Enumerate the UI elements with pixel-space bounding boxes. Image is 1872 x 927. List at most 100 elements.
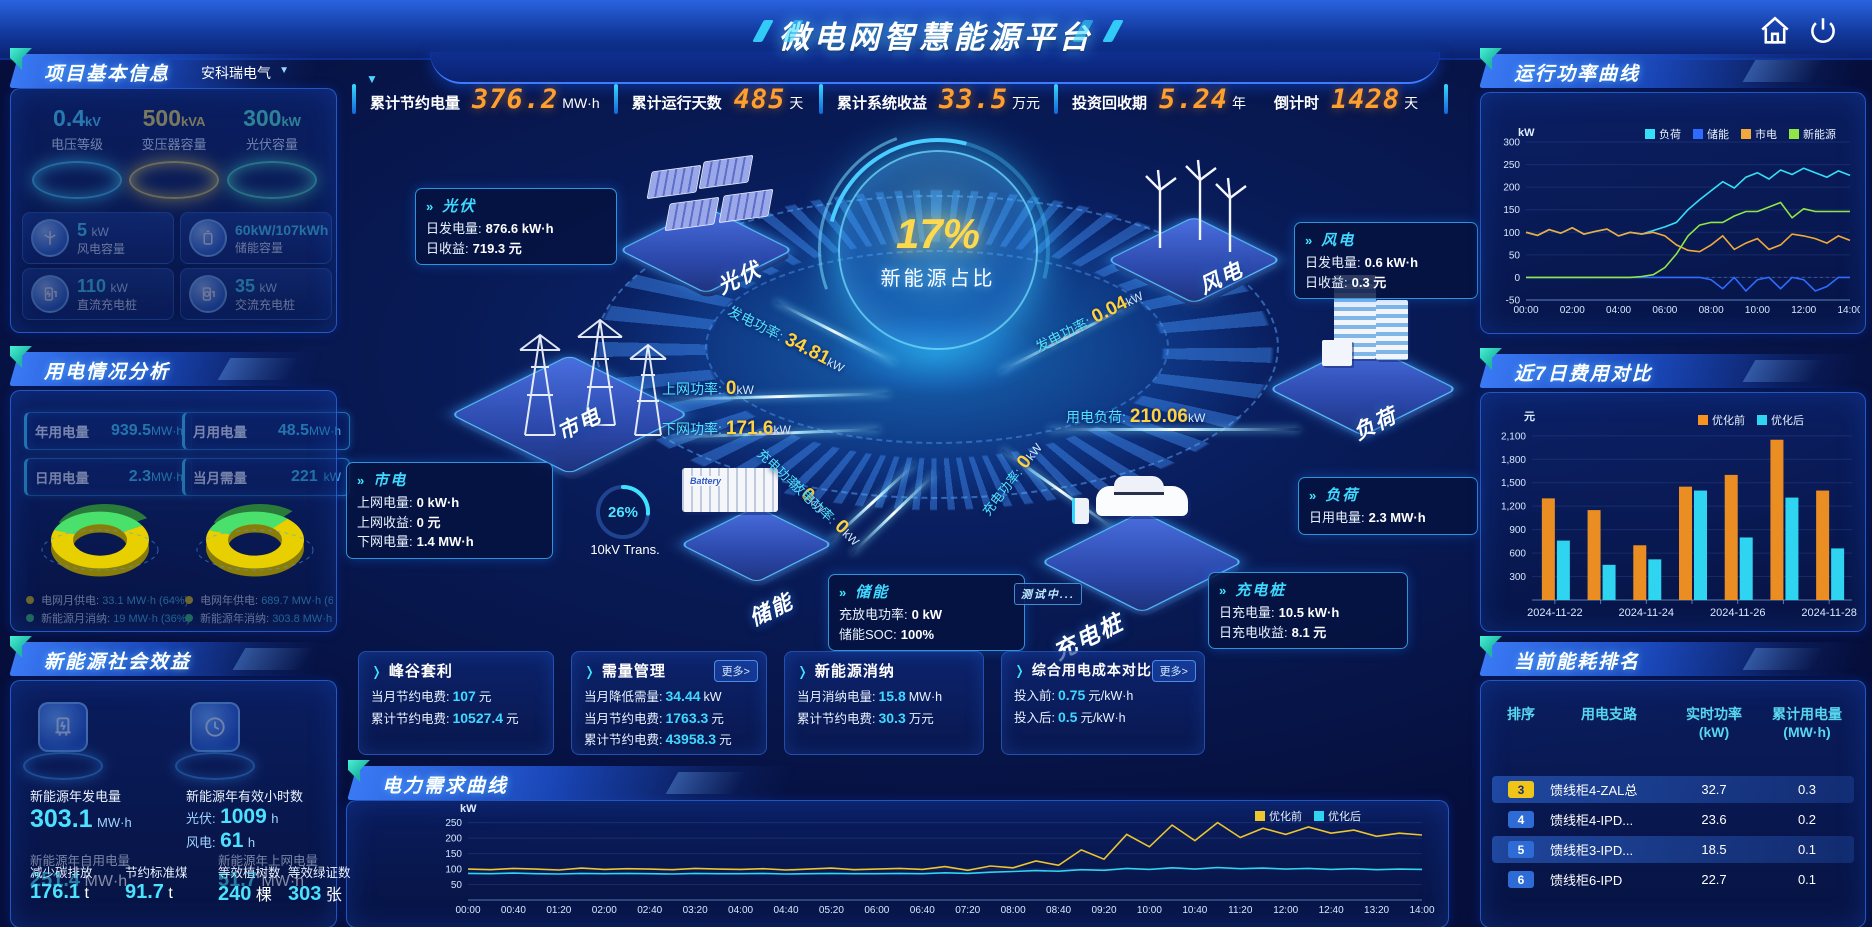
svg-text:10:40: 10:40 — [1182, 905, 1207, 916]
ranking-row[interactable]: 5 馈线柜3-IPD... 18.5 0.1 — [1492, 836, 1854, 863]
mini-value: 176.1 — [30, 881, 81, 903]
card-row-label: 储能SOC: — [839, 626, 897, 642]
kpi-title: 需量管理 — [601, 663, 666, 680]
col-header-energy: 累计用电量 (MW·h) — [1772, 706, 1842, 740]
svg-text:12:00: 12:00 — [1791, 305, 1816, 316]
stat-payback-period: 投资回收期 5.24 年 — [1058, 84, 1260, 115]
header-curve — [430, 52, 1440, 84]
kpi-row-label: 累计节约电费: — [371, 711, 450, 726]
svg-text:100: 100 — [445, 865, 462, 876]
svg-text:04:40: 04:40 — [773, 905, 798, 916]
cost-compare-chart: 元 2,100 1,800 1,500 1,200 900 600 300 2024-11-22… — [1501, 410, 1857, 619]
card-arrow-icon: ❭ — [371, 664, 383, 679]
ranking-panel — [1480, 680, 1866, 927]
chevron-down-icon[interactable]: ▼ — [279, 65, 289, 76]
svg-text:06:00: 06:00 — [864, 905, 889, 916]
svg-text:2024-11-22: 2024-11-22 — [1527, 607, 1582, 619]
mini-unit: 张 — [325, 887, 342, 904]
flow-unit: kW — [773, 423, 791, 437]
benefit-label: 新能源年发电量 — [30, 789, 122, 804]
mini-overlay-selfuse: 新能源年自用电量 251.4 MW·h — [30, 850, 130, 892]
panel-header-streak — [665, 772, 749, 794]
rank-badge: 6 — [1508, 871, 1534, 888]
legend-item: 优化后 — [1314, 808, 1361, 824]
benefit-label: 新能源年有效小时数 — [186, 789, 304, 804]
legend-item: 优化前 — [1255, 808, 1302, 824]
stat-unit: 年 — [1232, 94, 1247, 111]
panel-title: 当前能耗排名 — [1514, 652, 1641, 673]
panel-title: 用电情况分析 — [44, 362, 171, 383]
svg-text:100: 100 — [1503, 228, 1520, 239]
charger-info-card: » 充电桩 日充电量: 10.5 kW·h 日充电收益: 8.1 元 — [1208, 572, 1408, 649]
stat-total-income: 累计系统收益 33.5 万元 — [823, 84, 1054, 115]
svg-text:50: 50 — [451, 880, 463, 891]
power-curve-header: 运行功率曲线 — [1479, 48, 1865, 88]
ranking-row[interactable]: 6 馈线柜6-IPD 22.7 0.1 — [1492, 866, 1854, 893]
card-row-value: 10.5 kW·h — [1278, 605, 1340, 620]
wind-hours-label: 风电: — [186, 835, 216, 850]
svg-text:04:00: 04:00 — [1606, 305, 1631, 316]
legend-item: 储能 — [1693, 126, 1729, 142]
home-icon[interactable] — [1758, 14, 1792, 48]
month-consumption-donut — [41, 503, 159, 577]
flow-label: 用电负荷: — [1066, 409, 1126, 425]
mini-overlay-feedin: 新能源年上网电量 51.7 MW·h — [218, 850, 318, 892]
panel-title: 近7日费用对比 — [1514, 364, 1653, 385]
card-arrow-icon: ❭ — [584, 664, 596, 679]
svg-text:08:40: 08:40 — [1046, 905, 1071, 916]
svg-text:02:40: 02:40 — [637, 905, 662, 916]
pv-info-card: » 光伏 日发电量: 876.6 kW·h 日收益: 719.3 元 — [415, 188, 617, 265]
svg-text:200: 200 — [1503, 183, 1520, 194]
kpi-row-label: 当月节约电费: — [584, 711, 663, 726]
kpi-card-renewable: ❭ 新能源消纳 当月消纳电量: 15.8 MW·h 累计节约电费: 30.3 万元 — [784, 651, 984, 755]
mini-label: 节约标准煤 — [125, 866, 188, 880]
kpi-row-label: 累计节约电费: — [797, 711, 876, 726]
more-button[interactable]: 更多> — [1151, 660, 1196, 682]
pv-hours-unit: h — [271, 811, 279, 826]
ev-car-icon — [1096, 476, 1188, 516]
kpi-row-unit: 元/kW·h — [1080, 710, 1126, 725]
kpi-row-label: 投入后: — [1014, 710, 1055, 725]
mini-label: 新能源年上网电量 — [218, 854, 319, 868]
power-icon[interactable] — [1806, 14, 1840, 48]
benefit-header: 新能源社会效益 — [9, 636, 324, 676]
ranking-row[interactable]: 4 馈线柜4-IPD... 23.6 0.2 — [1492, 806, 1854, 833]
card-row-label: 日用电量: — [1309, 510, 1365, 525]
kpi-row-unit: 元 — [506, 711, 519, 726]
transformer-load-gauge: 26% — [596, 485, 650, 539]
svg-text:2,100: 2,100 — [1501, 431, 1526, 442]
company-select[interactable]: 安科瑞电气 — [201, 65, 271, 81]
kpi-row-unit: 元 — [478, 690, 492, 704]
kpi-row-label: 当月降低需量: — [584, 690, 663, 704]
flow-load-power: 用电负荷: 210.06kW — [1066, 406, 1205, 428]
kpi-row-label: 投入前: — [1014, 689, 1055, 703]
svg-text:02:00: 02:00 — [592, 905, 617, 916]
benefit-unit: MW·h — [97, 815, 132, 830]
rank-badge: 3 — [1508, 781, 1534, 798]
collapse-arrow-icon[interactable]: ▼ — [366, 72, 378, 86]
summary-stats-bar: 累计节约电量 376.2 MW·h 累计运行天数 485 天 累计系统收益 33… — [352, 78, 1448, 120]
card-arrow-icon: ❭ — [797, 664, 809, 679]
testing-badge: 测试中... — [1013, 583, 1082, 605]
ranking-row[interactable]: 3 馈线柜4-ZAL总 32.7 0.3 — [1492, 776, 1854, 803]
mini-value: 251.4 — [30, 869, 81, 891]
svg-text:14:00: 14:00 — [1837, 305, 1860, 316]
storage-info-card: » 储能 测试中... 充放电功率: 0 kW 储能SOC: 100% — [828, 574, 1082, 651]
card-row-value: 100% — [900, 626, 935, 642]
cost-compare-legend: 优化前 优化后 — [1698, 412, 1804, 428]
more-button[interactable]: 更多> — [713, 660, 758, 682]
svg-text:-50: -50 — [1506, 296, 1521, 307]
svg-text:600: 600 — [1509, 549, 1526, 560]
legend-item: 优化后 — [1757, 412, 1804, 428]
year-consumption-donut — [196, 503, 314, 577]
stat-separator — [613, 84, 618, 114]
svg-text:2024-11-28: 2024-11-28 — [1801, 607, 1856, 619]
stat-unit: 天 — [789, 94, 804, 111]
card-title: 市电 — [373, 472, 408, 489]
svg-text:00:00: 00:00 — [455, 905, 480, 916]
benefit-panel — [10, 680, 337, 927]
kpi-row-unit: 万元 — [908, 711, 934, 726]
svg-text:06:00: 06:00 — [1652, 305, 1677, 316]
branch-energy: 0.3 — [1797, 782, 1817, 797]
svg-text:150: 150 — [1503, 205, 1520, 216]
